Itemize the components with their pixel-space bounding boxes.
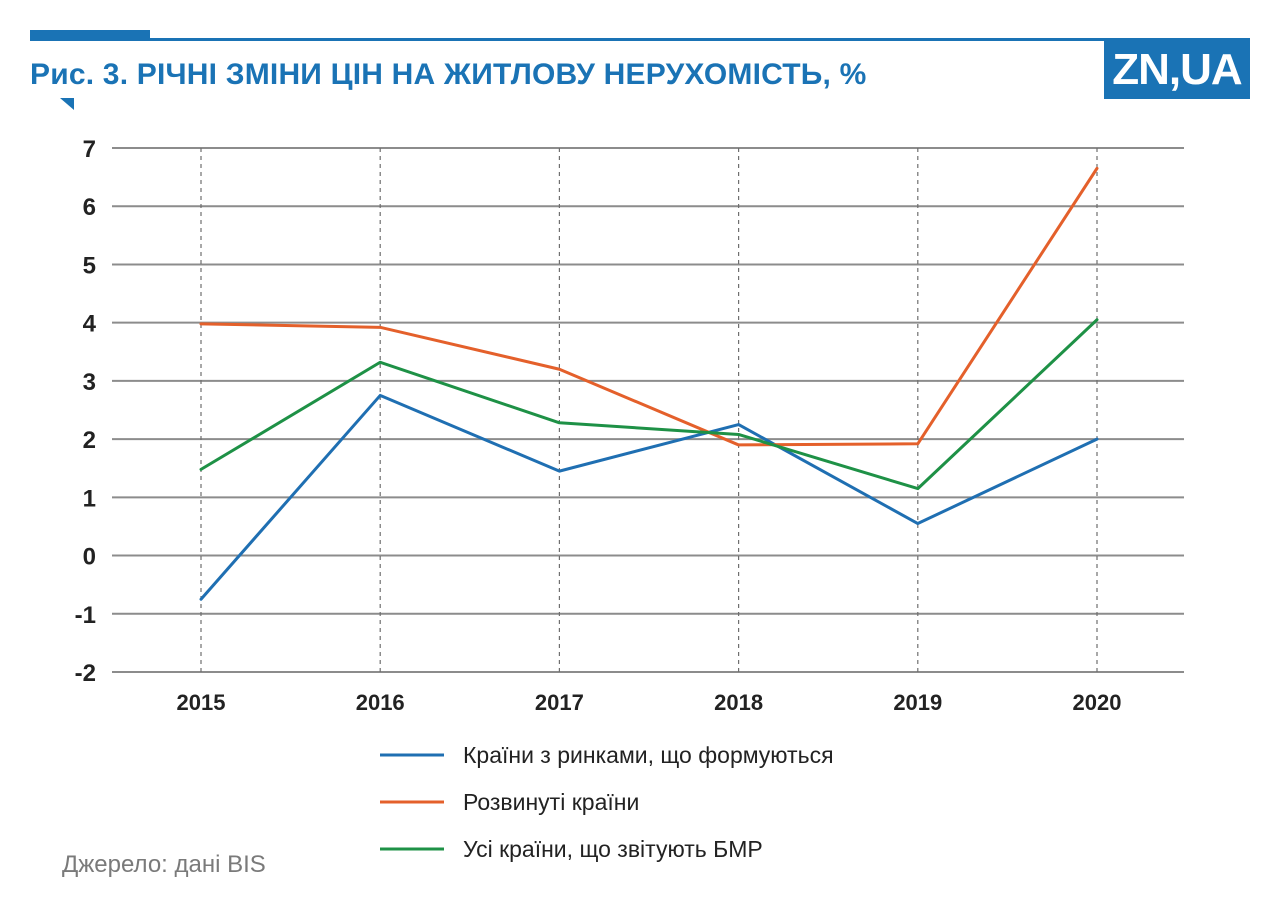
series-line: [199, 166, 1099, 447]
y-tick-label: 7: [83, 136, 96, 163]
x-tick-label: 2015: [177, 690, 226, 715]
x-tick-label: 2019: [893, 690, 942, 715]
logo-text: ZN,UA: [1112, 45, 1242, 94]
series-lines: [199, 166, 1099, 601]
y-tick-label: 4: [83, 311, 97, 338]
y-tick-label: -1: [75, 602, 96, 629]
x-tick-label: 2018: [714, 690, 763, 715]
legend: Країни з ринками, що формуються Розвинуті…: [380, 742, 834, 862]
x-tick-label: 2020: [1073, 690, 1122, 715]
series-line: [199, 318, 1099, 491]
top-accent-bar: [30, 30, 150, 40]
site-logo[interactable]: ZN,UA: [1104, 41, 1250, 99]
source-note: Джерело: дані BIS: [62, 851, 266, 878]
x-tick-label: 2017: [535, 690, 584, 715]
legend-label: Розвинуті країни: [463, 789, 639, 815]
y-tick-label: 3: [83, 369, 96, 396]
y-tick-label: 0: [83, 544, 96, 571]
logo-tail: [60, 98, 74, 110]
x-tick-label: 2016: [356, 690, 405, 715]
chart-grid: [112, 147, 1184, 673]
legend-label: Усі країни, що звітують БМР: [463, 836, 763, 862]
y-tick-label: 5: [83, 252, 96, 279]
y-tick-label: 1: [83, 485, 96, 512]
y-tick-label: 2: [83, 427, 96, 454]
chart-vertical-grid: [200, 148, 1098, 672]
y-tick-label: -2: [75, 660, 96, 687]
series-line: [199, 393, 1099, 601]
legend-label: Країни з ринками, що формуються: [463, 742, 834, 768]
x-axis-ticks: 2015 2016 2017 2018 2019 2020: [177, 690, 1122, 715]
y-axis-ticks: -2 -1 0 1 2 3 4 5 6 7: [75, 136, 97, 687]
chart-title: Рис. 3. РІЧНІ ЗМІНИ ЦІН НА ЖИТЛОВУ НЕРУХ…: [30, 58, 867, 91]
y-tick-label: 6: [83, 194, 96, 221]
top-rule: [30, 38, 1250, 41]
